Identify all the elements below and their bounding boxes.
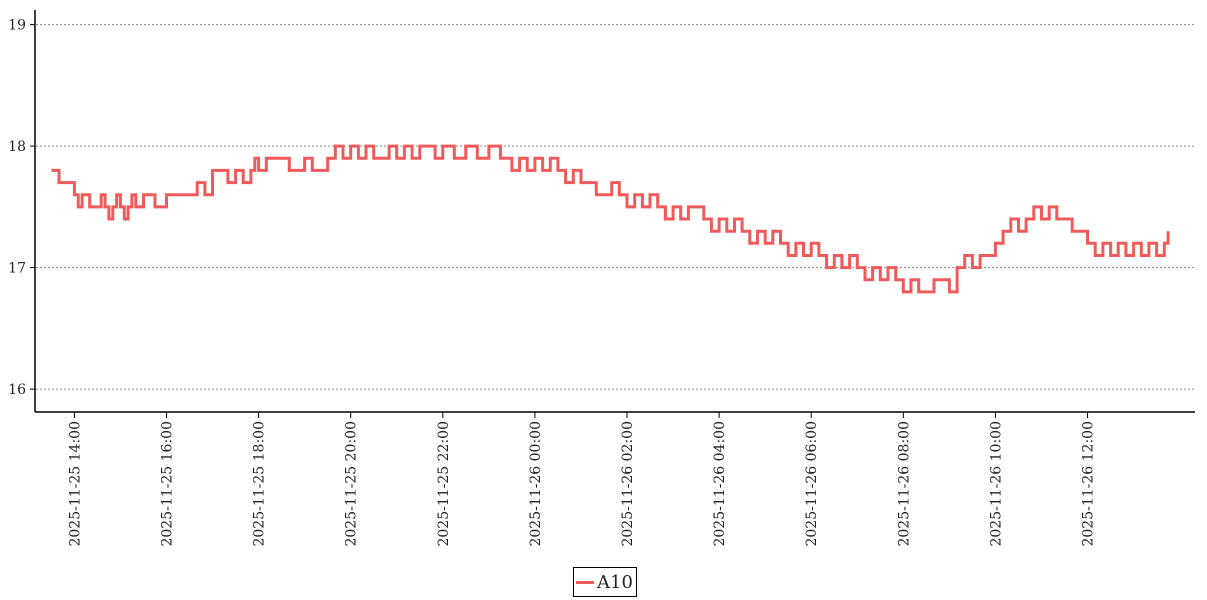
legend: A10 bbox=[573, 567, 637, 597]
legend-label-a10: A10 bbox=[597, 571, 633, 593]
x-tick-label: 2025-11-25 14:00 bbox=[67, 421, 83, 547]
x-tick-label: 2025-11-26 00:00 bbox=[528, 421, 544, 547]
y-tick-label: 16 bbox=[8, 382, 26, 398]
grid-lines bbox=[36, 24, 1195, 390]
y-tick-label: 19 bbox=[8, 18, 26, 34]
series-layer bbox=[51, 144, 1170, 294]
x-tick-label: 2025-11-26 12:00 bbox=[1081, 421, 1097, 547]
y-axis-ticks: 16 17 18 19 bbox=[8, 18, 35, 398]
x-tick-label: 2025-11-26 08:00 bbox=[896, 421, 912, 547]
x-tick-label: 2025-11-26 02:00 bbox=[620, 421, 636, 547]
legend-swatch-a10 bbox=[576, 580, 594, 584]
x-tick-label: 2025-11-25 16:00 bbox=[159, 421, 175, 547]
x-tick-label: 2025-11-26 10:00 bbox=[988, 421, 1004, 547]
x-tick-label: 2025-11-25 22:00 bbox=[436, 421, 452, 547]
x-tick-label: 2025-11-26 06:00 bbox=[804, 421, 820, 547]
x-tick-label: 2025-11-25 20:00 bbox=[344, 421, 360, 547]
x-tick-label: 2025-11-26 04:00 bbox=[712, 421, 728, 547]
x-axis-ticks: 2025-11-25 14:00 2025-11-25 16:00 2025-11-… bbox=[67, 412, 1097, 547]
x-tick-label: 2025-11-25 18:00 bbox=[252, 421, 268, 547]
y-tick-label: 18 bbox=[8, 139, 26, 155]
series-line-a10 bbox=[51, 144, 1170, 294]
y-tick-label: 17 bbox=[8, 261, 26, 277]
